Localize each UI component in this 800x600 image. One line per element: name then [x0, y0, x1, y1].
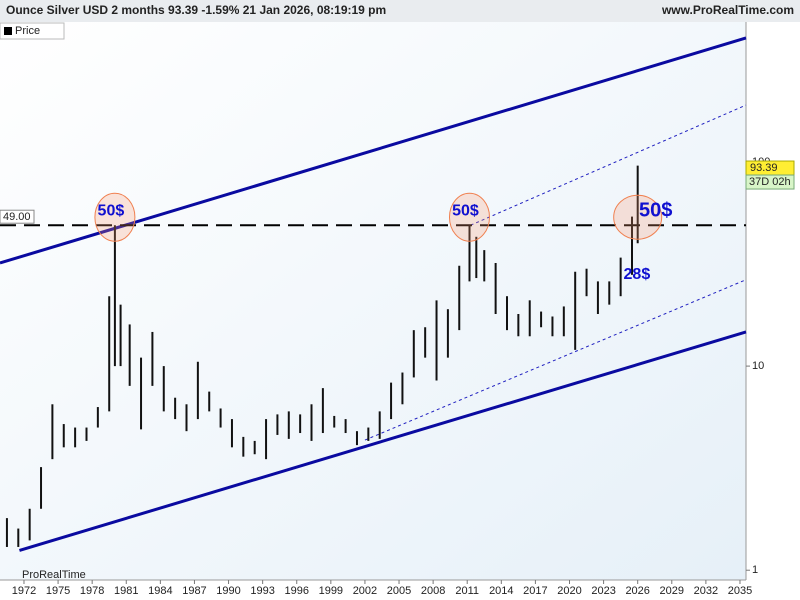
x-tick-label: 1975 [46, 585, 70, 597]
countdown-box [745, 174, 795, 190]
x-tick-label: 1993 [250, 585, 274, 597]
legend-swatch [4, 27, 12, 35]
x-tick-label: 1981 [114, 585, 138, 597]
highlight-circle [448, 192, 490, 242]
title: Ounce Silver USD 2 months 93.39 -1.59% 2… [6, 3, 386, 17]
x-tick-label: 1996 [284, 585, 308, 597]
x-tick-label: 2026 [625, 585, 649, 597]
x-tick-label: 2008 [421, 585, 445, 597]
x-tick-label: 1990 [216, 585, 240, 597]
x-tick-label: 2023 [591, 585, 615, 597]
x-tick-label: 2005 [387, 585, 411, 597]
x-tick-label: 1999 [319, 585, 343, 597]
x-tick-label: 1987 [182, 585, 206, 597]
x-tick-label: 2017 [523, 585, 547, 597]
level-label: 49.00 [3, 211, 31, 223]
level-label-box [0, 209, 35, 224]
x-tick-label: 2011 [455, 585, 479, 597]
x-tick-label: 1978 [80, 585, 104, 597]
trend-line [364, 279, 747, 441]
legend-box[interactable] [0, 22, 65, 40]
trend-line [19, 330, 747, 552]
x-tick-label: 2032 [694, 585, 718, 597]
annotation: 50$ [98, 202, 125, 219]
x-tick-label: 1984 [148, 585, 172, 597]
x-tick-label: 2029 [660, 585, 684, 597]
legend-text: Price [15, 25, 40, 37]
last-price: 93.39 [750, 162, 778, 174]
header-bar [0, 0, 800, 22]
x-tick-label: 2002 [353, 585, 377, 597]
plot-area [0, 22, 746, 580]
highlight-circle [94, 192, 136, 242]
y-tick-label: 1 [752, 564, 758, 576]
x-tick-label: 2020 [557, 585, 581, 597]
annotation: 28$ [624, 266, 651, 283]
x-tick-label: 1972 [12, 585, 36, 597]
brand: ProRealTime [22, 569, 86, 581]
countdown: 37D 02h [749, 176, 791, 188]
highlight-circle [613, 194, 663, 240]
trend-line [470, 104, 747, 226]
x-tick-label: 2014 [489, 585, 513, 597]
site: www.ProRealTime.com [661, 3, 794, 17]
x-tick-label: 2035 [728, 585, 752, 597]
annotation: 50$ [452, 202, 479, 219]
annotation: 50$ [639, 199, 672, 221]
y-tick-label: 10 [752, 360, 764, 372]
